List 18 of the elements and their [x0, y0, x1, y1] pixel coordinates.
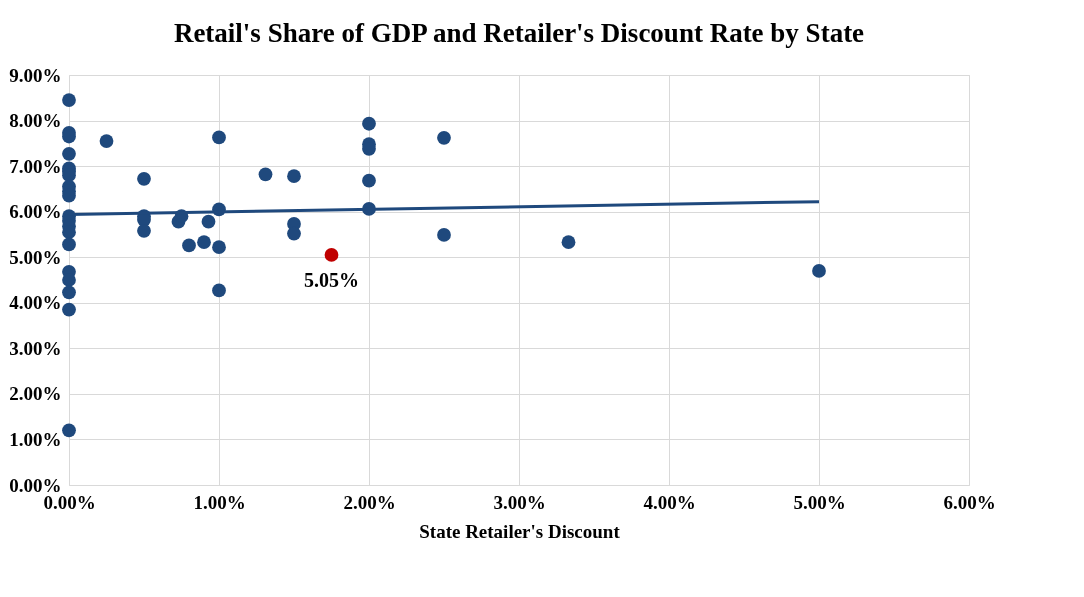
y-tick-label: 8.00% [9, 110, 62, 132]
x-tick-label: 6.00% [943, 491, 996, 513]
x-tick-label: 4.00% [643, 491, 696, 513]
data-label: 5.05% [304, 268, 359, 291]
y-tick-label: 7.00% [9, 155, 62, 177]
x-tick-label: 1.00% [193, 491, 246, 513]
y-tick-label: 5.00% [9, 246, 62, 268]
x-axis-title: State Retailer's Discount [419, 520, 621, 542]
y-tick-label: 1.00% [9, 428, 62, 450]
y-tick-label: 2.00% [9, 383, 62, 405]
y-tick-label: 9.00% [9, 64, 62, 86]
y-tick-label: 3.00% [9, 337, 62, 359]
y-tick-label: 6.00% [9, 201, 62, 223]
x-tick-label: 3.00% [493, 491, 546, 513]
x-tick-label: 5.00% [793, 491, 846, 513]
x-tick-label: 2.00% [343, 491, 396, 513]
y-tick-label: 4.00% [9, 292, 62, 314]
chart-title: Retail's Share of GDP and Retailer's Discount Rate by State [173, 18, 865, 48]
